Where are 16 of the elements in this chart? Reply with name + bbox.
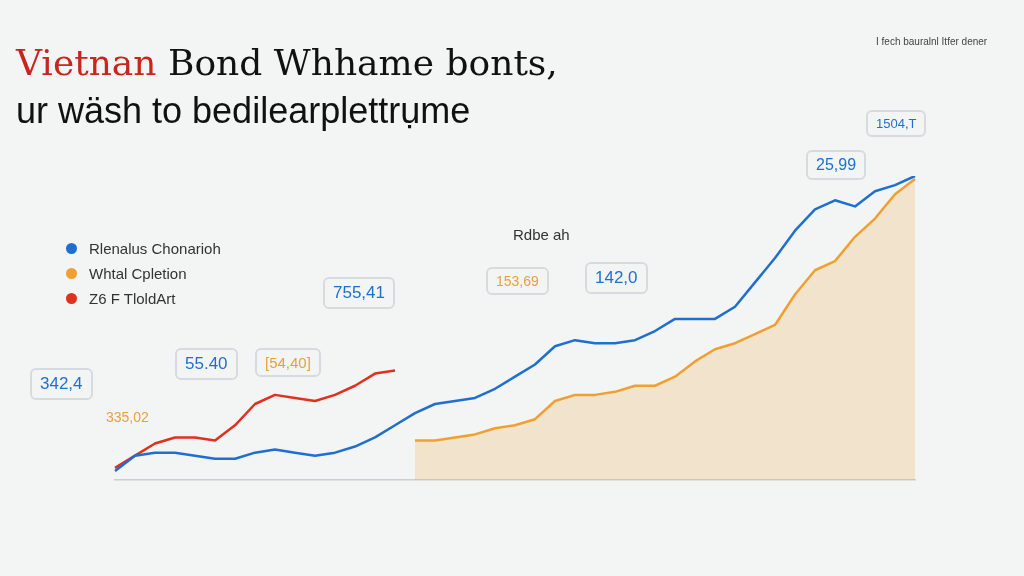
annotation: Rdbe ah [512, 225, 571, 245]
chart-title: Vietnan Bond Whhame bonts, [16, 42, 558, 83]
text: 342,4 [30, 368, 93, 400]
text: 1504,T [866, 110, 927, 137]
legend-label: Whtal Cpletion [89, 264, 187, 284]
annotation: [54,40] [255, 348, 321, 377]
annotation: 335,02 [105, 408, 150, 427]
annotation: 55.40 [175, 348, 238, 380]
annotation: 153,69 [486, 267, 549, 295]
text: I fech bauralnl Itfer dener [876, 36, 988, 47]
text: 25,99 [806, 150, 867, 180]
legend-label: Rlenalus Chonarioh [89, 239, 221, 259]
annotation: 755,41 [323, 277, 395, 309]
chart-subtitle: ur wäsh to bedilearplettrụme [16, 90, 471, 132]
annotation: 142,0 [585, 262, 648, 294]
legend-label: Z6 F TloldArt [89, 289, 176, 309]
